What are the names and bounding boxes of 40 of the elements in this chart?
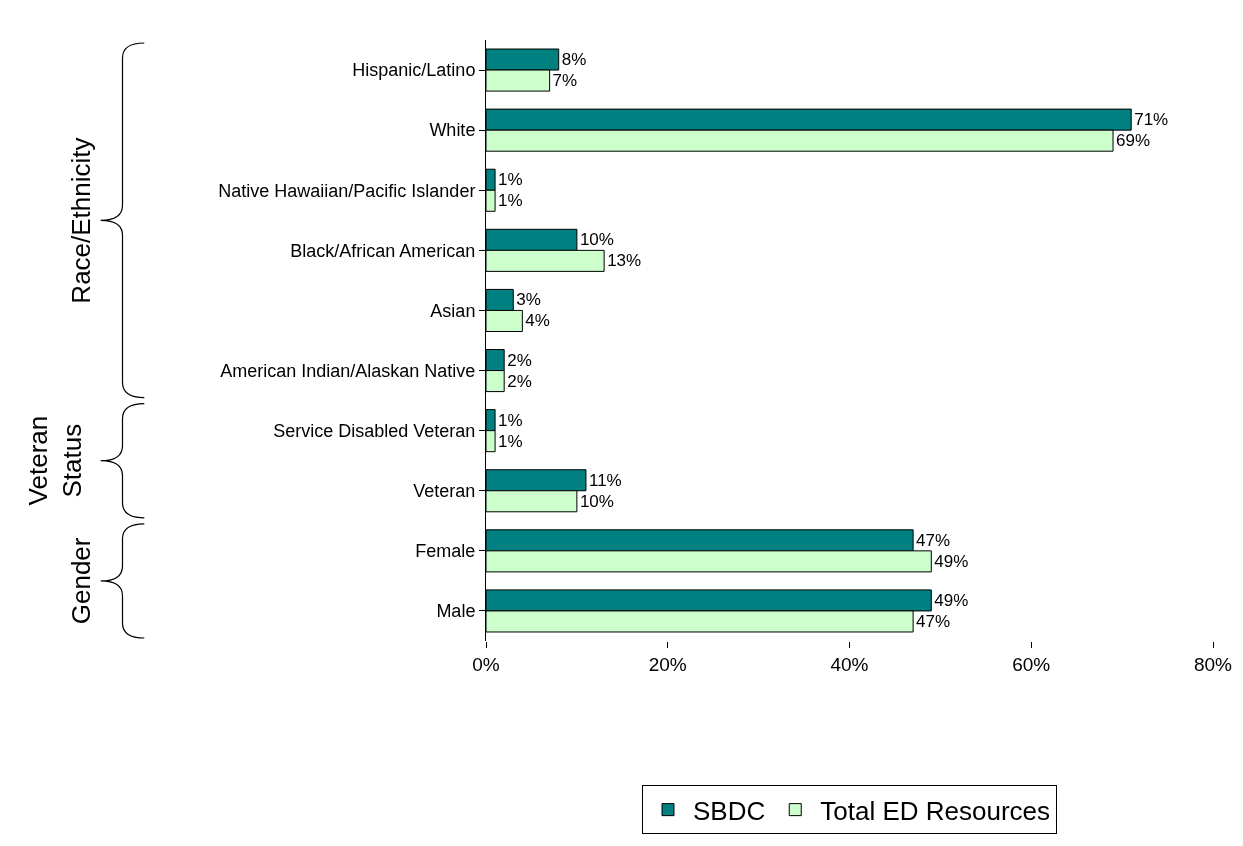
data-label: 47% (916, 611, 951, 631)
data-label: 1% (498, 170, 523, 190)
data-label: 1% (498, 410, 523, 430)
x-tick-label: 60% (1012, 653, 1051, 675)
text: Veteran Status (23, 415, 87, 506)
x-tick-label: 0% (472, 653, 500, 675)
data-label: 7% (552, 71, 578, 91)
data-label: 47% (916, 530, 951, 550)
data-label: 1% (498, 431, 523, 451)
legend-label: SBDC (693, 795, 766, 826)
data-label: 10% (579, 491, 614, 511)
data-label: 2% (507, 371, 532, 391)
y-tick-label: Male (436, 601, 476, 622)
data-label: 13% (607, 251, 642, 271)
x-tick-label: 40% (830, 653, 869, 675)
y-tick-label: Hispanic/Latino (352, 60, 476, 81)
data-label: 10% (579, 230, 614, 250)
data-label: 2% (507, 350, 532, 370)
data-label: 49% (934, 551, 969, 571)
data-label: 49% (934, 590, 969, 610)
y-tick-label: Native Hawaiian/Pacific Islander (218, 180, 476, 201)
data-label: 3% (516, 290, 541, 310)
legend-label: Total ED Resources (820, 795, 1051, 826)
data-label: 71% (1134, 110, 1169, 130)
data-label: 69% (1116, 131, 1151, 151)
y-tick-label: Service Disabled Veteran (273, 420, 476, 441)
data-label: 11% (588, 470, 622, 490)
y-tick-label: American Indian/Alaskan Native (220, 360, 476, 381)
data-label: 4% (525, 311, 550, 331)
y-tick-label: White (429, 120, 476, 141)
y-tick-label: Black/African American (290, 240, 476, 261)
data-label: 1% (498, 191, 523, 211)
y-tick-label: Asian (430, 300, 476, 321)
data-label: 8% (561, 50, 587, 70)
x-tick-label: 80% (1193, 653, 1233, 675)
y-tick-label: Female (415, 541, 476, 562)
text: Race/Ethnicity (66, 137, 97, 304)
x-tick-label: 20% (648, 653, 687, 675)
y-tick-label: Veteran (413, 481, 476, 502)
text: Gender (66, 537, 97, 625)
